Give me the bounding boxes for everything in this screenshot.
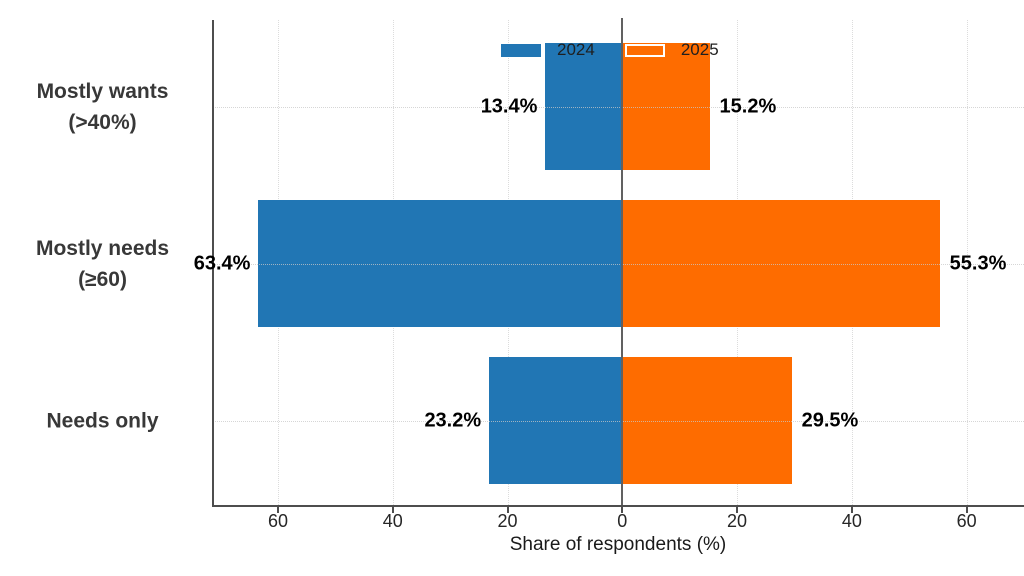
legend-swatch-icon	[624, 43, 665, 57]
x-tick-label: 20	[497, 511, 518, 531]
gridline-horizontal	[212, 420, 1024, 422]
value-label-2024-row0: 13.4%	[480, 95, 538, 117]
y-axis-spine	[212, 20, 214, 505]
category-label-row2: Needs only	[0, 405, 205, 436]
legend-label: 2025	[680, 40, 719, 59]
legend-swatch-icon	[501, 43, 541, 57]
x-tick-mark	[276, 507, 279, 513]
value-label-2025-row2: 29.5%	[801, 409, 859, 431]
zero-baseline	[621, 18, 624, 505]
x-tick-mark	[850, 507, 853, 513]
gridline-vertical	[966, 20, 968, 505]
x-tick-label: 20	[727, 511, 748, 531]
value-label-2024-row2: 23.2%	[424, 409, 482, 431]
category-label-line: (>40%)	[68, 110, 137, 134]
x-tick-label: 40	[841, 511, 862, 531]
value-label-2024-row1: 63.4%	[193, 252, 251, 274]
gridline-horizontal	[212, 106, 1024, 108]
category-label-line: Needs only	[46, 409, 159, 432]
x-tick-label: 60	[267, 511, 288, 531]
x-tick-label: 40	[382, 511, 403, 531]
value-label-2025-row0: 15.2%	[719, 95, 777, 117]
legend-item-2025: 2025	[624, 40, 719, 60]
category-label-row0: Mostly wants (>40%)	[0, 76, 205, 138]
gridline-horizontal	[212, 263, 1024, 265]
x-tick-mark	[506, 507, 509, 513]
legend: 2024 2025	[501, 40, 749, 60]
x-tick-mark	[391, 507, 394, 513]
category-label-line: Mostly needs	[35, 236, 170, 260]
x-axis-title: Share of respondents (%)	[509, 534, 727, 555]
x-tick-mark	[965, 507, 968, 513]
legend-item-2024: 2024	[501, 40, 595, 60]
category-label-line: (≥60)	[78, 267, 127, 291]
x-axis-spine	[212, 505, 1024, 507]
legend-label: 2024	[557, 40, 595, 59]
category-label-line: Mostly wants	[36, 79, 169, 103]
x-tick-label: 60	[956, 511, 977, 531]
category-label-row1: Mostly needs (≥60)	[0, 233, 205, 295]
x-tick-label: 0	[617, 511, 628, 531]
x-tick-mark	[736, 507, 739, 513]
x-tick-mark	[621, 507, 624, 513]
value-label-2025-row1: 55.3%	[949, 252, 1007, 274]
